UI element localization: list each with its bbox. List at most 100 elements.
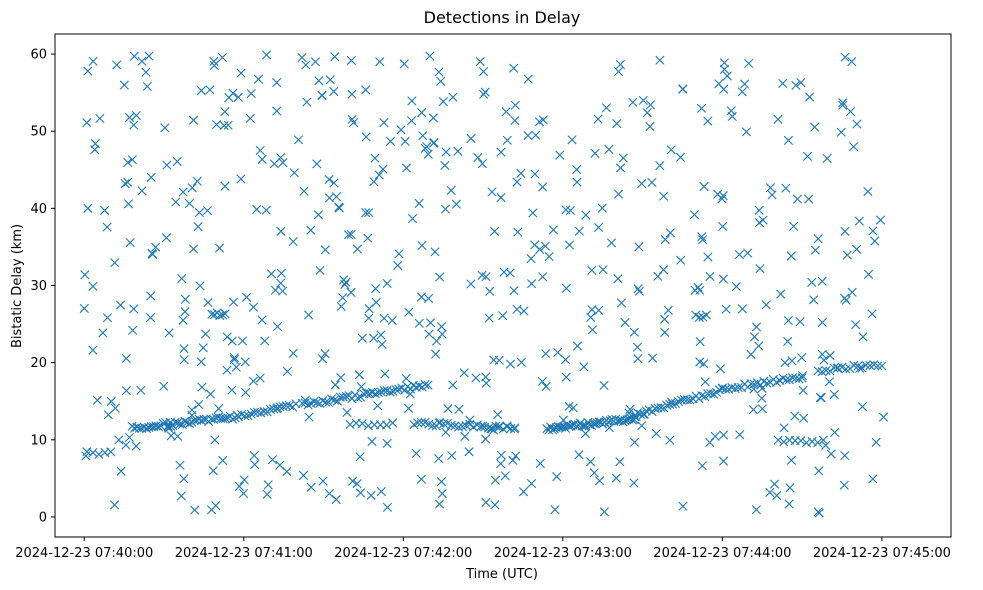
data-point-marker [429, 114, 437, 122]
data-point-marker [210, 57, 218, 65]
data-point-marker [407, 116, 415, 124]
data-point-marker [262, 51, 270, 59]
data-point-marker [251, 460, 259, 468]
data-point-marker [147, 292, 155, 300]
x-tick-label: 2024-12-23 07:40:00 [15, 546, 153, 561]
data-point-marker [330, 179, 338, 187]
data-point-marker [80, 304, 88, 312]
data-point-marker [89, 282, 97, 290]
data-point-marker [189, 245, 197, 253]
data-point-marker [590, 469, 598, 477]
data-point-marker [289, 349, 297, 357]
data-point-marker [461, 432, 469, 440]
data-point-marker [545, 252, 553, 260]
data-point-marker [185, 199, 193, 207]
data-point-marker [781, 358, 789, 366]
data-point-marker [513, 305, 521, 313]
data-point-marker [397, 126, 405, 134]
data-point-marker [386, 137, 394, 145]
data-point-marker [758, 384, 766, 392]
x-tick-label: 2024-12-23 07:44:00 [653, 546, 791, 561]
data-point-marker [503, 422, 511, 430]
data-point-marker [656, 56, 664, 64]
data-point-marker [364, 422, 372, 430]
data-point-marker [247, 410, 255, 418]
data-point-marker [837, 128, 845, 136]
data-point-marker [722, 305, 730, 313]
data-point-marker [356, 453, 364, 461]
data-point-marker [273, 322, 281, 330]
data-point-marker [218, 53, 226, 61]
data-point-marker [173, 157, 181, 165]
data-point-marker [147, 173, 155, 181]
data-point-marker [193, 177, 201, 185]
data-point-marker [715, 80, 723, 88]
data-point-marker [96, 114, 104, 122]
data-point-marker [331, 381, 339, 389]
data-point-marker [447, 186, 455, 194]
data-point-marker [676, 153, 684, 161]
data-point-marker [467, 280, 475, 288]
y-tick-label: 20 [30, 356, 47, 371]
data-point-marker [408, 97, 416, 105]
data-point-marker [214, 404, 222, 412]
data-point-marker [696, 286, 704, 294]
data-point-marker [179, 316, 187, 324]
data-point-marker [562, 373, 570, 381]
data-point-marker [249, 303, 257, 311]
data-point-marker [442, 428, 450, 436]
data-point-marker [846, 107, 854, 115]
data-point-marker [646, 101, 654, 109]
data-point-marker [181, 308, 189, 316]
data-point-marker [417, 293, 425, 301]
data-point-marker [294, 136, 302, 144]
data-point-marker [242, 293, 250, 301]
data-point-marker [125, 113, 133, 121]
data-point-marker [353, 245, 361, 253]
data-point-marker [442, 148, 450, 156]
data-point-marker [698, 233, 706, 241]
data-point-marker [377, 331, 385, 339]
data-point-marker [481, 435, 489, 443]
data-point-marker [542, 382, 550, 390]
data-point-marker [415, 199, 423, 207]
data-point-marker [290, 169, 298, 177]
data-point-marker [768, 191, 776, 199]
data-point-marker [588, 266, 596, 274]
data-point-marker [561, 355, 569, 363]
data-point-marker [319, 477, 327, 485]
data-point-marker [616, 457, 624, 465]
data-point-marker [361, 86, 369, 94]
data-point-marker [254, 75, 262, 83]
data-point-marker [637, 179, 645, 187]
data-point-marker [744, 249, 752, 257]
data-point-marker [347, 288, 355, 296]
data-point-marker [383, 503, 391, 511]
data-point-marker [289, 237, 297, 245]
data-point-marker [388, 419, 396, 427]
data-point-marker [600, 508, 608, 516]
data-point-marker [485, 314, 493, 322]
data-point-marker [864, 270, 872, 278]
data-point-marker [373, 402, 381, 410]
data-point-marker [538, 273, 546, 281]
x-tick-label: 2024-12-23 07:43:00 [494, 546, 632, 561]
data-point-marker [486, 287, 494, 295]
data-point-marker [720, 59, 728, 67]
data-point-marker [247, 89, 255, 97]
data-point-marker [283, 467, 291, 475]
data-point-marker [326, 76, 334, 84]
data-point-marker [338, 293, 346, 301]
data-point-marker [448, 451, 456, 459]
data-point-marker [435, 68, 443, 76]
data-point-marker [784, 136, 792, 144]
data-point-marker [362, 133, 370, 141]
data-point-marker [381, 370, 389, 378]
data-point-marker [325, 175, 333, 183]
data-point-marker [575, 451, 583, 459]
data-point-marker [553, 472, 561, 480]
data-point-marker [253, 205, 261, 213]
data-point-marker [437, 477, 445, 485]
data-point-marker [325, 489, 333, 497]
data-point-marker [203, 206, 211, 214]
